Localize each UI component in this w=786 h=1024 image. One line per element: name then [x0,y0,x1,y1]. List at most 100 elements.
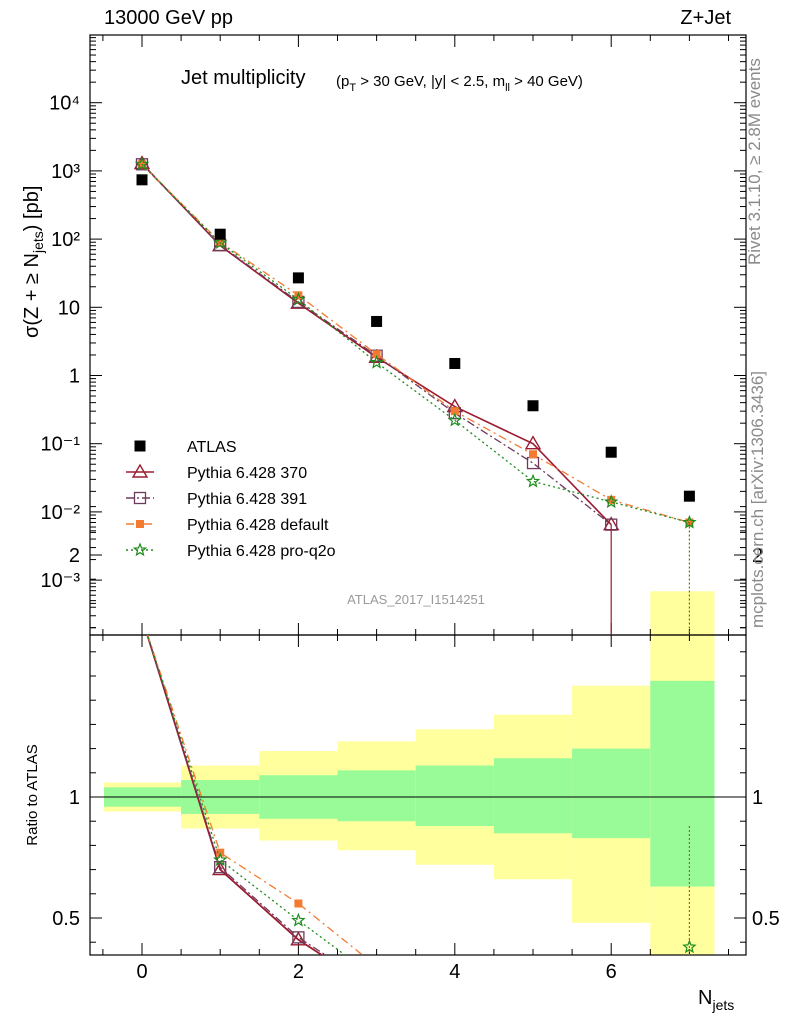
analysis-watermark: ATLAS_2017_I1514251 [347,592,485,607]
point-marker [292,272,304,284]
series-line [141,163,690,524]
point-marker [450,407,459,416]
svg-text:σ(Z + ≥ Njets) [pb]: σ(Z + ≥ Njets) [pb] [21,186,46,338]
ratio-line [147,635,364,955]
y-tick-label: 10⁴ [49,93,80,115]
legend-label: ATLAS [187,439,237,456]
x-tick-label: 6 [606,961,617,983]
ratio-error-bands [90,591,746,955]
header-right: Z+Jet [680,7,731,29]
chart-subtitle: (pT > 30 GeV, |y| < 2.5, mll > 40 GeV) [336,73,583,94]
legend-entry: Pythia 6.428 370 [126,463,307,482]
y-tick-label: 10⁻¹ [41,434,81,456]
y-tick-label: 10² [51,229,80,251]
point-marker [605,446,617,458]
point-marker [372,350,381,359]
point-marker [291,912,306,927]
mcplots-label: mcplots.cern.ch [arXiv:1306.3436] [748,371,767,628]
point-marker [682,514,697,529]
y-tick-label: 10³ [51,161,80,183]
x-tick-label: 4 [449,961,460,983]
point-marker [212,235,228,250]
point-marker [212,852,228,867]
y-tick-label: 10⁻² [41,502,81,524]
point-marker [294,291,303,300]
ratio-frame [89,634,747,956]
point-marker [294,899,303,908]
legend-entry: ATLAS [134,439,237,456]
rivet-label: Rivet 3.1.10, ≥ 2.8M events [745,58,764,265]
chart-title: Jet multiplicity [181,67,305,89]
point-marker [371,315,383,327]
legend-label: Pythia 6.428 370 [187,465,307,482]
legend-entry: Pythia 6.428 pro-q2o [126,542,336,560]
inner-band [493,758,573,834]
point-marker [211,861,229,876]
legend-label: Pythia 6.428 default [187,517,329,534]
point-marker [138,614,146,622]
x-tick-label: 0 [136,961,147,983]
header-left: 13000 GeV pp [104,7,233,29]
point-marker [136,174,148,186]
point-marker [132,542,148,557]
point-marker [683,490,695,502]
svg-text:Njets: Njets [698,987,734,1013]
point-marker [138,160,146,169]
ratio-line [146,635,347,955]
data-series [133,155,697,955]
inner-band [572,748,651,839]
main-series-3 [134,156,697,529]
point-marker [607,495,616,504]
legend-entry: Pythia 6.428 default [126,517,329,534]
ratio-y-tick-label: 2 [69,545,80,567]
point-marker [525,473,541,488]
ratio-y-tick-label: 0.5 [52,908,80,930]
point-marker [524,435,542,450]
ratio-y-tick-label-right: 0.5 [752,908,780,930]
axes-frames: 0 2 4 6 10⁻³ 10⁻² 10⁻¹ 1 10 10² 10³ 10⁴ 0.5 0.5 1 1 2 2 [41,34,780,983]
atlas-data [136,174,695,502]
legend-label: Pythia 6.428 pro-q2o [187,543,336,560]
point-marker [447,412,463,427]
point-marker [292,931,305,944]
point-marker [134,440,146,452]
point-marker [136,612,147,623]
inner-band [650,680,715,887]
legend-label: Pythia 6.428 391 [187,491,307,508]
legend-entry: Pythia 6.428 391 [126,491,307,508]
point-marker [370,349,383,362]
ratio-y-axis-label: Ratio to ATLAS [24,744,41,845]
point-marker [214,228,226,240]
series-line [141,163,690,524]
point-marker [529,450,537,459]
point-marker [135,611,149,623]
inner-band [415,765,494,827]
x-tick-label: 2 [293,961,304,983]
ratio-series-3 [136,612,697,955]
point-marker [291,291,306,306]
ratio-line [146,635,327,955]
inner-band [337,770,416,822]
point-marker [682,939,697,954]
ratio-y-tick-label-right: 1 [752,787,763,809]
point-marker [603,494,619,509]
ratio-series-1 [137,612,327,955]
point-marker [136,520,144,528]
y-tick-label: 10 [58,297,80,319]
x-axis-label: Njets [698,987,734,1013]
point-marker [131,463,149,478]
ratio-y-tick-label-right: 2 [752,545,763,567]
legend: ATLAS Pythia 6.428 370 Pythia 6.428 391 Pyt… [126,439,336,560]
ratio-y-tick-label: 1 [69,787,80,809]
point-marker [137,612,148,623]
point-marker [449,357,461,369]
point-marker [527,400,539,412]
point-marker [290,931,307,946]
main-title: Jet multiplicity (pT > 30 GeV, |y| < 2.5… [181,67,583,94]
point-marker [369,354,384,369]
point-marker [214,861,227,874]
y-tick-label: 1 [69,366,80,388]
main-y-axis-label: σ(Z + ≥ Njets) [pb] [21,186,46,338]
y-tick-label: 10⁻³ [41,570,81,592]
